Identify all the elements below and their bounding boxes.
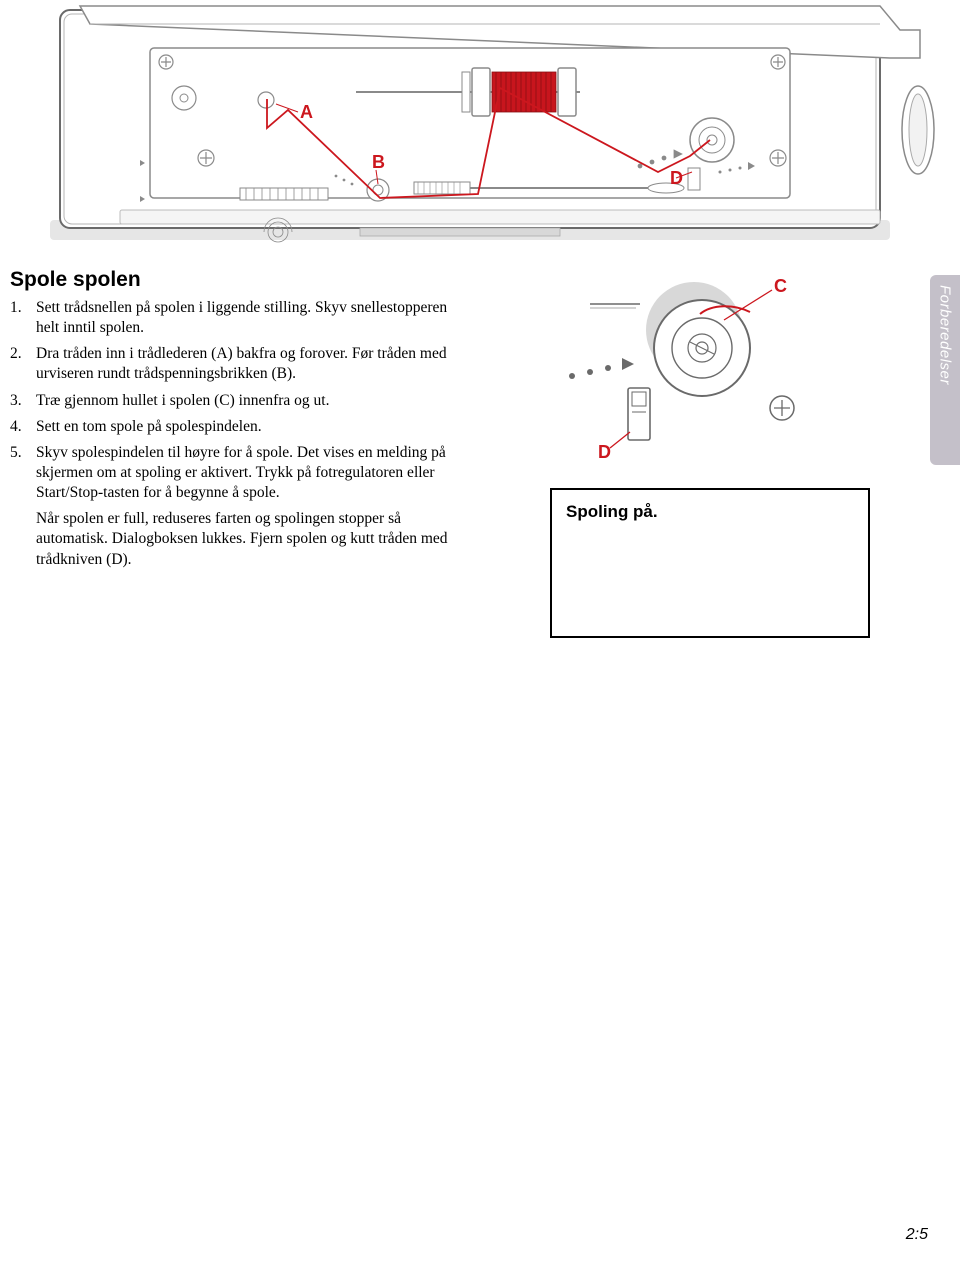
step-5: Skyv spolespindelen til høyre for å spol… [10, 443, 450, 503]
svg-text:B: B [372, 152, 385, 172]
step-1: Sett trådsnellen på spolen i liggende st… [10, 298, 450, 338]
instructions-column: Spole spolen Sett trådsnellen på spolen … [10, 268, 470, 638]
screen-dialog: Spoling på. [550, 488, 870, 638]
step-4: Sett en tom spole på spolespindelen. [10, 417, 450, 437]
svg-text:D: D [598, 442, 611, 462]
section-heading: Spole spolen [10, 268, 450, 292]
bobbin-detail-diagram: C D [550, 268, 810, 468]
dialog-title: Spoling på. [566, 502, 854, 522]
page-number: 2:5 [906, 1226, 928, 1244]
detail-column: C D Spoling på. [470, 268, 890, 638]
steps-list: Sett trådsnellen på spolen i liggende st… [10, 298, 450, 503]
side-tab-label: Forberedelser [937, 285, 954, 385]
step-3: Træ gjennom hullet i spolen (C) innenfra… [10, 391, 450, 411]
chapter-side-tab: Forberedelser [930, 275, 960, 465]
svg-text:A: A [300, 102, 313, 122]
final-paragraph: Når spolen er full, reduseres farten og … [10, 509, 450, 569]
content-row: Spole spolen Sett trådsnellen på spolen … [0, 268, 960, 638]
step-2: Dra tråden inn i trådlederen (A) bakfra … [10, 344, 450, 384]
svg-text:C: C [774, 276, 787, 296]
machine-top-diagram: A B D [20, 0, 940, 260]
